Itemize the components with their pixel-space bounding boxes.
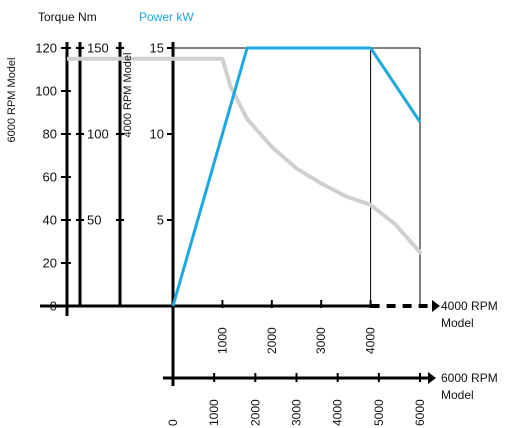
torque-4000-tick-label: 50: [87, 213, 101, 228]
torque-header: Torque Nm: [38, 10, 97, 24]
rpm-4000-axis-arrow: [432, 300, 440, 312]
rpm-4000-tick-label: 3000: [314, 327, 328, 354]
series: [67, 46, 422, 307]
rpm-6000-tick-label: 0: [166, 419, 180, 426]
torque-6000-tick-label: 100: [35, 84, 57, 99]
rpm-6000-tick-label: 4000: [331, 399, 345, 426]
rpm-6000-tick-label: 3000: [290, 399, 304, 426]
power-curve: [171, 46, 422, 307]
torque-6000-tick-label: 0: [50, 299, 57, 314]
torque-6000-tick-label: 40: [43, 213, 57, 228]
torque-4000-tick-label: 150: [87, 41, 109, 56]
torque-curve: [171, 56, 422, 255]
rpm-6000-tick-label: 6000: [413, 399, 427, 426]
torque-6000-tick-label: 60: [43, 170, 57, 185]
rpm-4000-tick-label: 2000: [265, 327, 279, 354]
torque-4000-tick-label: 100: [87, 127, 109, 142]
power-axis-label: 4000 RPM Model: [122, 53, 134, 138]
axis-labels: 0 20 40 60 80 100 120 50 100 150 5 10 15 6000 RPM Mod…: [6, 41, 498, 427]
torque-6000-tick-label: 80: [43, 127, 57, 142]
rpm-4000-tick-label: 1000: [215, 327, 229, 354]
torque-6000-tick-label: 20: [43, 256, 57, 271]
power-tick-label: 15: [150, 41, 164, 56]
rpm-4000-axis-label-line1: 4000 RPM: [441, 299, 498, 313]
axes: [40, 42, 440, 386]
torque-6000-tick-label: 120: [35, 41, 57, 56]
power-tick-label: 10: [150, 127, 164, 142]
torque-6000-axis-label: 6000 RPM Model: [6, 58, 18, 143]
rpm-6000-axis-label-line2: Model: [441, 388, 474, 402]
rpm-6000-tick-label: 1000: [207, 399, 221, 426]
rpm-6000-axis-label-line1: 6000 RPM: [441, 371, 498, 385]
rpm-4000-axis-label-line2: Model: [441, 316, 474, 330]
power-header: Power kW: [139, 10, 194, 24]
rpm-4000-tick-label: 4000: [364, 327, 378, 354]
rpm-6000-tick-label: 2000: [248, 399, 262, 426]
rpm-6000-axis-arrow: [428, 372, 436, 384]
rpm-6000-tick-label: 5000: [372, 399, 386, 426]
power-tick-label: 5: [157, 213, 164, 228]
